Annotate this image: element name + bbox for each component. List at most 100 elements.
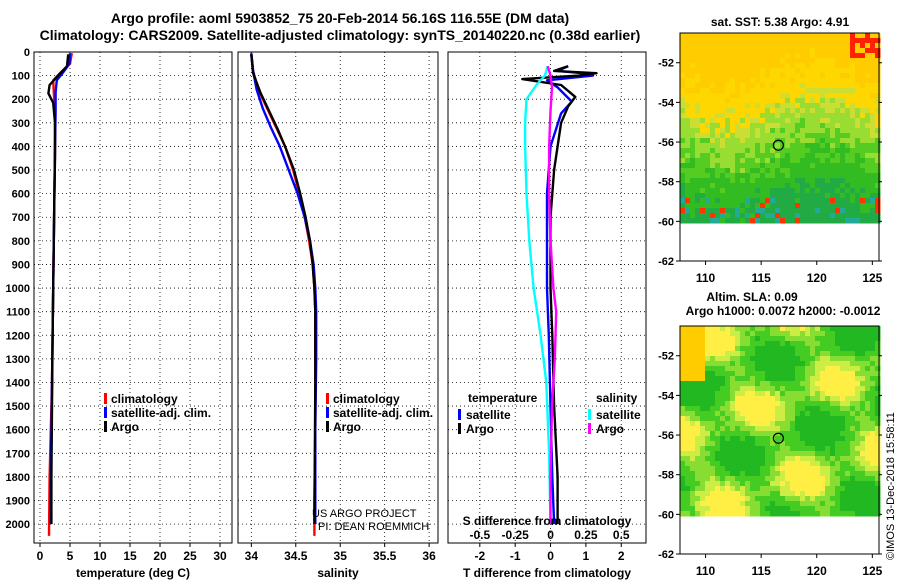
field-cell	[710, 471, 716, 477]
field-cell	[865, 58, 871, 64]
field-cell	[855, 113, 861, 119]
field-cell	[815, 183, 821, 189]
field-cell	[690, 183, 696, 189]
field-cell	[870, 63, 876, 69]
field-cell	[830, 143, 836, 149]
field-cell	[750, 63, 756, 69]
field-cell	[745, 38, 751, 44]
field-cell	[695, 491, 701, 497]
field-cell	[820, 178, 826, 184]
field-cell	[770, 471, 776, 477]
field-cell	[730, 163, 736, 169]
field-cell	[765, 501, 771, 507]
field-cell	[700, 38, 706, 44]
field-cell	[730, 481, 736, 487]
field-cell	[785, 73, 791, 79]
field-cell	[870, 491, 876, 497]
field-cell	[815, 173, 821, 179]
field-cell	[720, 203, 726, 209]
field-cell	[710, 213, 716, 219]
field-cell	[820, 168, 826, 174]
field-cell	[735, 113, 741, 119]
field-cell	[695, 461, 701, 467]
field-cell	[820, 396, 826, 402]
field-cell	[740, 361, 746, 367]
field-cell	[735, 376, 741, 382]
field-cell	[760, 511, 766, 517]
field-cell	[790, 133, 796, 139]
field-cell	[810, 451, 816, 457]
salinity-panel: 34 34.5 35 35.5 36salinityclimatologysatelli…	[237, 51, 439, 580]
field-cell	[785, 113, 791, 119]
field-cell	[745, 496, 751, 502]
field-cell	[835, 496, 841, 502]
field-cell	[870, 193, 876, 199]
field-cell	[720, 446, 726, 452]
field-cell	[845, 456, 851, 462]
field-cell	[860, 203, 866, 209]
field-cell	[870, 93, 876, 99]
field-cell	[730, 78, 736, 84]
field-cell	[820, 58, 826, 64]
field-cell	[775, 98, 781, 104]
field-cell	[805, 148, 811, 154]
field-cell	[685, 113, 691, 119]
field-cell	[685, 451, 691, 457]
field-cell	[765, 73, 771, 79]
field-cell	[870, 118, 876, 124]
field-cell	[740, 128, 746, 134]
field-cell	[755, 381, 761, 387]
field-cell	[750, 441, 756, 447]
field-cell	[735, 138, 741, 144]
lon-tick-label: 125	[862, 564, 882, 578]
field-cell	[820, 431, 826, 437]
field-cell	[815, 476, 821, 482]
field-cell	[715, 118, 721, 124]
field-cell	[790, 168, 796, 174]
field-cell	[695, 511, 701, 517]
field-cell	[735, 386, 741, 392]
field-cell	[755, 78, 761, 84]
field-cell	[715, 471, 721, 477]
field-cell	[875, 123, 881, 129]
field-cell	[860, 491, 866, 497]
field-cell	[715, 466, 721, 472]
field-cell	[690, 203, 696, 209]
field-cell	[765, 43, 771, 49]
field-cell	[680, 481, 686, 487]
field-cell	[725, 346, 731, 352]
field-cell	[845, 406, 851, 412]
x-tick-label: -1	[510, 549, 521, 563]
field-cell	[765, 336, 771, 342]
field-cell	[755, 133, 761, 139]
field-cell	[760, 401, 766, 407]
field-cell	[745, 481, 751, 487]
field-cell	[860, 381, 866, 387]
field-cell	[705, 366, 711, 372]
field-cell	[775, 178, 781, 184]
field-cell	[680, 446, 686, 452]
field-cell	[855, 331, 861, 337]
field-cell	[845, 153, 851, 159]
field-cell	[680, 78, 686, 84]
field-cell	[745, 193, 751, 199]
field-cell	[875, 183, 881, 189]
field-cell	[790, 361, 796, 367]
field-cell	[700, 123, 706, 129]
field-cell	[865, 113, 871, 119]
field-cell	[850, 336, 856, 342]
field-cell	[830, 491, 836, 497]
field-cell	[800, 431, 806, 437]
field-cell	[815, 446, 821, 452]
field-cell	[690, 406, 696, 412]
field-cell	[820, 476, 826, 482]
field-cell	[720, 511, 726, 517]
field-cell	[755, 416, 761, 422]
field-cell	[685, 73, 691, 79]
field-cell	[835, 93, 841, 99]
field-cell	[825, 218, 831, 224]
field-cell	[770, 168, 776, 174]
field-cell	[710, 158, 716, 164]
field-cell	[800, 451, 806, 457]
field-cell	[745, 78, 751, 84]
